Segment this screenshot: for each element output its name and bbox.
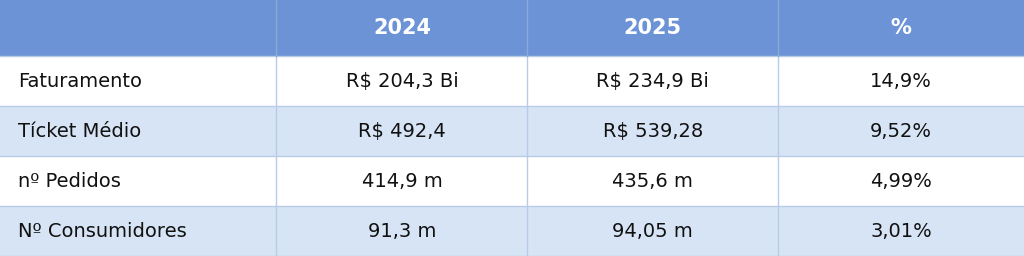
Text: %: % (891, 18, 911, 38)
Text: 435,6 m: 435,6 m (612, 172, 693, 191)
Text: R$ 234,9 Bi: R$ 234,9 Bi (596, 72, 710, 91)
Text: 14,9%: 14,9% (870, 72, 932, 91)
Text: Tícket Médio: Tícket Médio (18, 122, 141, 141)
Text: 9,52%: 9,52% (870, 122, 932, 141)
Text: R$ 492,4: R$ 492,4 (358, 122, 445, 141)
Text: 94,05 m: 94,05 m (612, 221, 693, 241)
Text: 2025: 2025 (624, 18, 682, 38)
Text: Nº Consumidores: Nº Consumidores (18, 221, 187, 241)
Text: 4,99%: 4,99% (870, 172, 932, 191)
Text: 3,01%: 3,01% (870, 221, 932, 241)
Bar (527, 156, 778, 206)
Bar (276, 56, 527, 106)
Text: 2024: 2024 (373, 18, 431, 38)
Text: 414,9 m: 414,9 m (361, 172, 442, 191)
Text: Faturamento: Faturamento (18, 72, 142, 91)
Bar (527, 106, 778, 156)
Bar (276, 0, 527, 56)
Bar (527, 206, 778, 256)
Bar (276, 156, 527, 206)
Text: 91,3 m: 91,3 m (368, 221, 436, 241)
Text: nº Pedidos: nº Pedidos (18, 172, 121, 191)
Bar (0, 156, 276, 206)
Text: R$ 204,3 Bi: R$ 204,3 Bi (345, 72, 459, 91)
Bar (778, 206, 1024, 256)
Bar (778, 0, 1024, 56)
Bar (778, 56, 1024, 106)
Text: R$ 539,28: R$ 539,28 (603, 122, 702, 141)
Bar (0, 0, 276, 56)
Bar (527, 56, 778, 106)
Bar (0, 206, 276, 256)
Bar (778, 106, 1024, 156)
Bar (778, 156, 1024, 206)
Bar (276, 106, 527, 156)
Bar (0, 106, 276, 156)
Bar (276, 206, 527, 256)
Bar (0, 56, 276, 106)
Bar (527, 0, 778, 56)
